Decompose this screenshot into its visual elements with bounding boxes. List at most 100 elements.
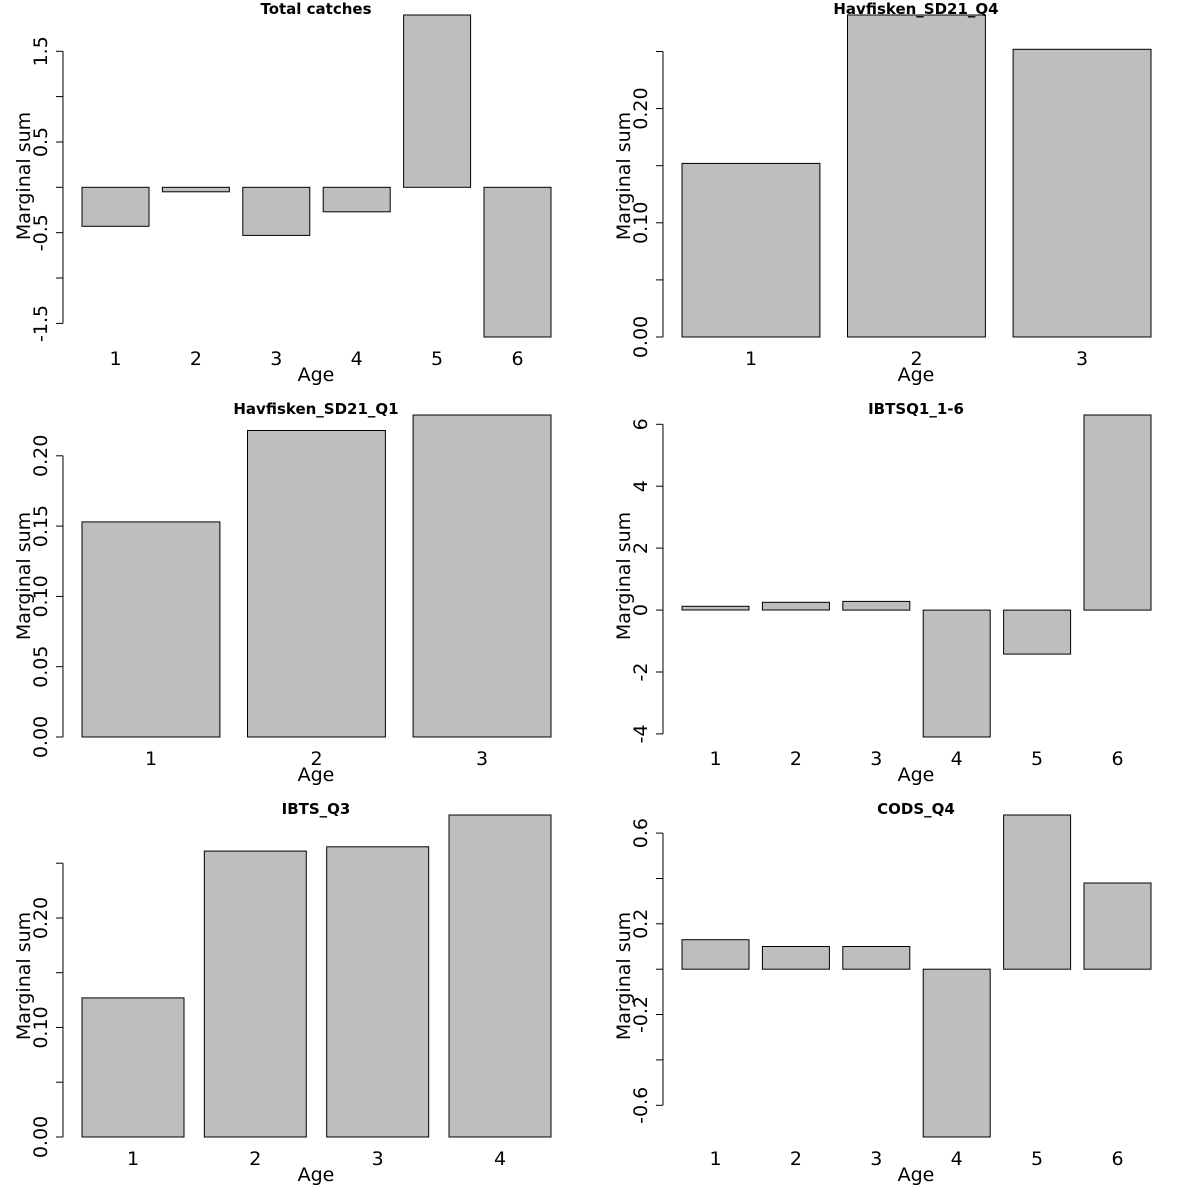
y-tick-label: -2 bbox=[630, 663, 652, 682]
y-tick-label: 0 bbox=[630, 604, 652, 616]
x-tick-label: 4 bbox=[951, 748, 963, 770]
y-tick-label: 0.10 bbox=[630, 202, 652, 244]
y-tick-label: 0.20 bbox=[30, 897, 52, 939]
y-axis-title: Marginal sum bbox=[13, 512, 35, 640]
x-axis-title: Age bbox=[898, 364, 935, 386]
bar-age-6 bbox=[1083, 414, 1152, 611]
bar-age-1 bbox=[681, 939, 750, 970]
y-tick-label: 2 bbox=[630, 542, 652, 554]
bar-age-5 bbox=[1003, 609, 1072, 655]
bar-age-1 bbox=[681, 605, 750, 611]
y-tick-label: -0.6 bbox=[630, 1087, 652, 1124]
y-tick-label: 0.05 bbox=[30, 646, 52, 688]
bar-age-2 bbox=[203, 850, 307, 1138]
y-axis-title: Marginal sum bbox=[13, 112, 35, 240]
bar-age-1 bbox=[81, 186, 150, 227]
y-tick-label: 0.5 bbox=[30, 127, 52, 157]
x-tick-label: 4 bbox=[494, 1148, 506, 1170]
bar-age-2 bbox=[761, 946, 830, 970]
bar-age-2 bbox=[161, 186, 230, 193]
x-tick-label: 5 bbox=[431, 348, 443, 370]
y-axis-title: Marginal sum bbox=[613, 912, 635, 1040]
bar-age-4 bbox=[448, 814, 552, 1138]
x-tick-label: 2 bbox=[310, 748, 322, 770]
x-tick-label: 1 bbox=[109, 348, 121, 370]
y-tick-label: 0.20 bbox=[630, 87, 652, 129]
x-tick-label: 3 bbox=[372, 1148, 384, 1170]
y-tick-label: 0.00 bbox=[630, 316, 652, 358]
y-tick-label: 1.5 bbox=[30, 36, 52, 66]
chart-svg: 1 2 3 0.00 0.10 0.20 Havfisken_SD21_Q4 Age Margi… bbox=[613, 0, 1152, 386]
x-tick-label: 4 bbox=[351, 348, 363, 370]
x-tick-label: 3 bbox=[270, 348, 282, 370]
y-tick-label: 0.10 bbox=[30, 1006, 52, 1048]
x-tick-label: 2 bbox=[790, 748, 802, 770]
chart-title: Total catches bbox=[260, 0, 371, 18]
y-tick-label: -4 bbox=[630, 724, 652, 743]
bar-age-1 bbox=[81, 997, 185, 1138]
chart-panel-ibts-q3: 1 2 3 4 0.00 0.10 0.20 IBTS_Q3 Age Marginal sum bbox=[0, 800, 600, 1200]
bar-age-3 bbox=[326, 846, 430, 1138]
y-tick-label: 0.15 bbox=[30, 505, 52, 547]
chart-panel-ibtsq1: 1 2 3 4 5 6 -4 -2 0 2 4 6 IBTSQ1_1-6 Age Marginal sum bbox=[600, 400, 1200, 800]
y-tick-label: -1.5 bbox=[30, 305, 52, 342]
y-tick-label: -0.5 bbox=[30, 214, 52, 251]
bar-age-6 bbox=[483, 186, 552, 338]
x-axis-title: Age bbox=[898, 1164, 935, 1186]
chart-title: Havfisken_SD21_Q4 bbox=[833, 0, 998, 18]
x-tick-label: 1 bbox=[127, 1148, 139, 1170]
y-axis-title: Marginal sum bbox=[613, 512, 635, 640]
x-tick-label: 3 bbox=[1076, 348, 1088, 370]
x-tick-label: 1 bbox=[709, 1148, 721, 1170]
y-tick-label: 6 bbox=[630, 418, 652, 430]
bar-age-2 bbox=[247, 430, 386, 738]
bar-age-1 bbox=[681, 162, 821, 338]
chart-svg: 1 2 3 4 5 6 -4 -2 0 2 4 6 IBTSQ1_1-6 Age Marginal sum bbox=[613, 400, 1152, 786]
x-tick-label: 6 bbox=[511, 348, 523, 370]
bar-age-3 bbox=[242, 186, 311, 236]
x-tick-label: 2 bbox=[249, 1148, 261, 1170]
y-tick-label: 0.20 bbox=[30, 435, 52, 477]
bar-age-2 bbox=[761, 601, 830, 611]
chart-title: IBTSQ1_1-6 bbox=[868, 400, 964, 418]
y-axis-title: Marginal sum bbox=[613, 112, 635, 240]
x-tick-label: 6 bbox=[1111, 748, 1123, 770]
chart-svg: 1 2 3 4 5 6 -0.6 -0.2 0.2 0.6 CODS_Q4 Age Marginal s… bbox=[613, 800, 1152, 1186]
bar-age-3 bbox=[1012, 48, 1152, 338]
chart-panel-havfisken-sd21-q4: 1 2 3 0.00 0.10 0.20 Havfisken_SD21_Q4 Age Margi… bbox=[600, 0, 1200, 400]
bar-age-4 bbox=[922, 609, 991, 738]
bar-age-4 bbox=[322, 186, 391, 213]
bar-age-4 bbox=[922, 968, 991, 1138]
y-tick-label: 0.6 bbox=[630, 818, 652, 848]
bar-age-3 bbox=[842, 946, 911, 970]
bar-age-5 bbox=[403, 14, 472, 188]
chart-svg: 1 2 3 4 5 6 -1.5 -0.5 0.5 1.5 Total catches Age Marg… bbox=[13, 0, 552, 386]
x-tick-label: 3 bbox=[870, 1148, 882, 1170]
chart-panel-cods-q4: 1 2 3 4 5 6 -0.6 -0.2 0.2 0.6 CODS_Q4 Age Marginal s… bbox=[600, 800, 1200, 1200]
y-tick-label: -0.2 bbox=[630, 996, 652, 1033]
y-tick-label: 0.2 bbox=[630, 909, 652, 939]
chart-svg: 1 2 3 0.00 0.05 0.10 0.15 0.20 Havfisken_SD21_Q1… bbox=[13, 400, 552, 786]
x-tick-label: 3 bbox=[870, 748, 882, 770]
chart-title: IBTS_Q3 bbox=[282, 800, 351, 818]
x-tick-label: 5 bbox=[1031, 748, 1043, 770]
x-tick-label: 4 bbox=[951, 1148, 963, 1170]
x-axis-title: Age bbox=[298, 1164, 335, 1186]
x-axis-title: Age bbox=[298, 364, 335, 386]
x-axis-title: Age bbox=[898, 764, 935, 786]
chart-panel-havfisken-sd21-q1: 1 2 3 0.00 0.05 0.10 0.15 0.20 Havfisken_SD21_Q1… bbox=[0, 400, 600, 800]
bar-age-2 bbox=[847, 14, 986, 338]
x-tick-label: 3 bbox=[476, 748, 488, 770]
x-axis-title: Age bbox=[298, 764, 335, 786]
chart-title: CODS_Q4 bbox=[877, 800, 955, 818]
chart-svg: 1 2 3 4 0.00 0.10 0.20 IBTS_Q3 Age Marginal sum bbox=[13, 800, 552, 1186]
y-tick-label: 4 bbox=[630, 480, 652, 492]
x-tick-label: 1 bbox=[745, 348, 757, 370]
chart-title: Havfisken_SD21_Q1 bbox=[233, 400, 398, 418]
y-tick-label: 0.10 bbox=[30, 575, 52, 617]
x-tick-label: 5 bbox=[1031, 1148, 1043, 1170]
bar-age-6 bbox=[1083, 882, 1152, 970]
y-tick-label: 0.00 bbox=[30, 1116, 52, 1158]
x-tick-label: 1 bbox=[709, 748, 721, 770]
